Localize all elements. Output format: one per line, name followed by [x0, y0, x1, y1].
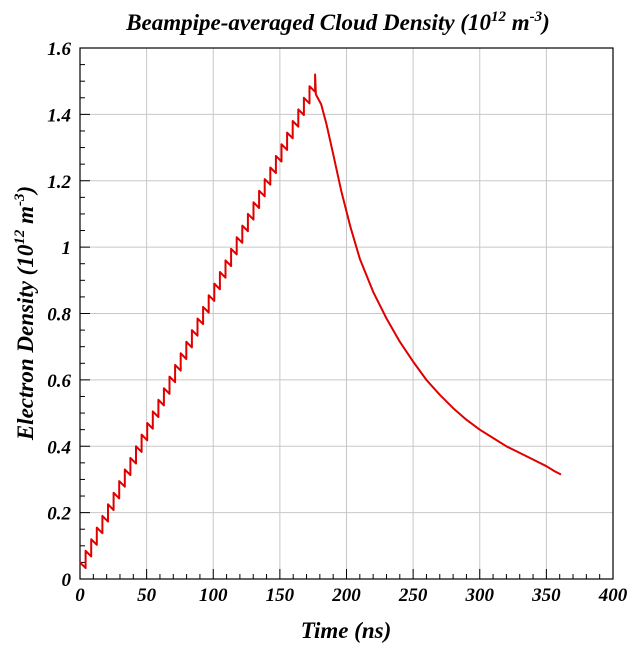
- x-tick-label: 200: [331, 585, 361, 606]
- x-tick-label: 50: [137, 585, 157, 606]
- y-axis-label: Electron Density (1012 m-3): [12, 186, 38, 441]
- chart-title: Beampipe-averaged Cloud Density (1012 m-…: [125, 9, 550, 35]
- y-tick-label: 0.8: [47, 305, 71, 326]
- x-tick-label: 0: [75, 585, 85, 606]
- x-tick-label: 300: [465, 585, 495, 606]
- x-tick-labels: 0 50 100 150 200 250 300 350 400: [75, 585, 628, 606]
- y-tick-label: 0.2: [47, 504, 71, 525]
- y-tick-label: 1.6: [47, 39, 71, 60]
- grid: [80, 48, 613, 579]
- plot-frame: [79, 47, 614, 580]
- x-tick-label: 400: [598, 585, 628, 606]
- y-tick-label: 1.4: [47, 105, 71, 126]
- x-tick-label: 350: [531, 585, 561, 606]
- y-tick-label: 0: [62, 570, 72, 591]
- y-tick-label: 1.2: [47, 172, 71, 193]
- x-axis-label: Time (ns): [301, 618, 392, 643]
- y-tick-label: 0.4: [47, 437, 71, 458]
- series-line-electron-density: [79, 73, 562, 569]
- x-tick-label: 150: [266, 585, 295, 606]
- y-tick-label: 0.6: [47, 371, 71, 392]
- x-tick-label: 100: [199, 585, 228, 606]
- y-tick-labels: 0 0.2 0.4 0.6 0.8 1 1.2 1.4 1.6: [47, 39, 71, 591]
- y-tick-label: 1: [62, 238, 72, 259]
- x-tick-label: 250: [398, 585, 428, 606]
